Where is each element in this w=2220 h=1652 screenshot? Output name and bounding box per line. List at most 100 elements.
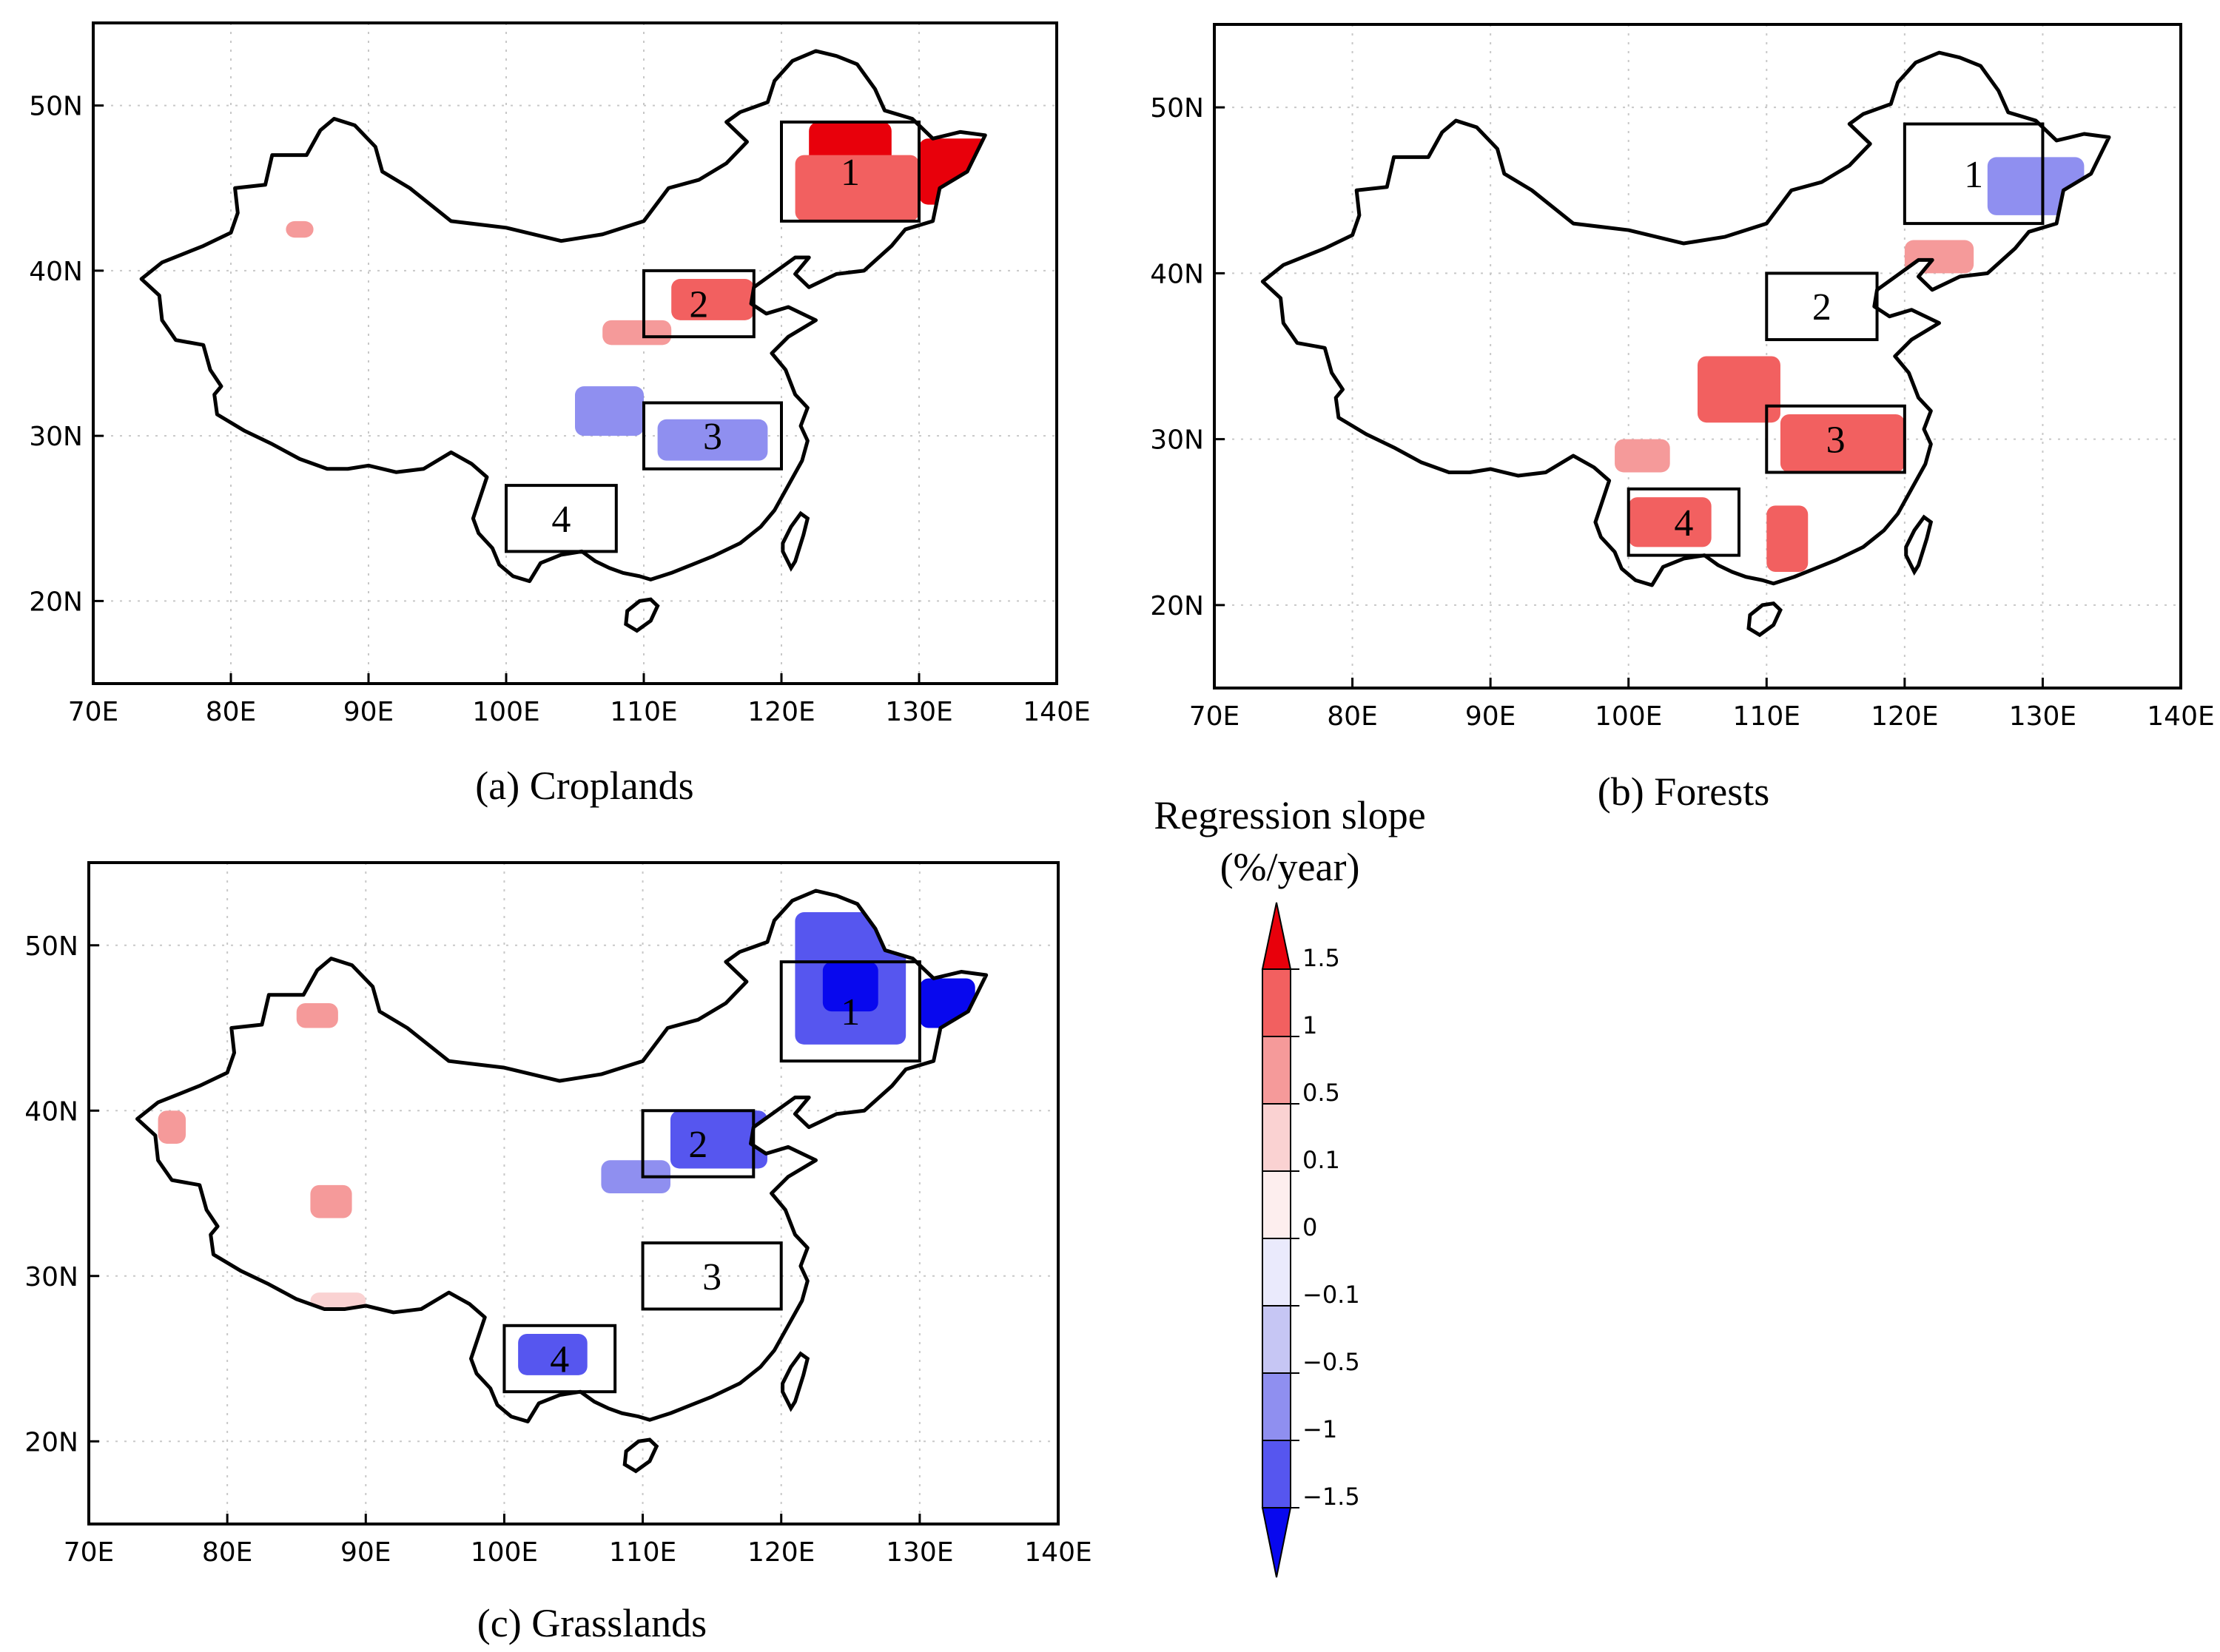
slope-patch: [310, 1292, 366, 1309]
x-tick-label: 70E: [64, 1537, 115, 1568]
region-box-label: 3: [702, 1256, 722, 1298]
slope-patch: [601, 1160, 670, 1193]
hainan-border: [624, 597, 660, 633]
panel-forests: 1 2 3 4 70E 80E 90E 100E 110E 120E 130E 140E 50N 40N 3…: [1150, 23, 2215, 732]
colorbar-segment: [1262, 1036, 1291, 1105]
colorbar-label: 0: [1302, 1213, 1317, 1241]
region-box-label: 4: [551, 499, 571, 541]
colorbar-label: 0.5: [1302, 1079, 1340, 1107]
panel-grasslands: 1 2 3 4 70E 80E 90E 100E 110E 120E 130E 140E 50N 40N 3…: [24, 861, 1092, 1568]
slope-patch: [296, 1002, 338, 1028]
x-tick-label: 100E: [472, 697, 539, 727]
colorbar-label: −0.5: [1302, 1348, 1360, 1376]
x-tick-label: 140E: [2147, 701, 2214, 732]
colorbar-label: 1.5: [1302, 944, 1340, 972]
x-tick-label: 130E: [886, 1537, 953, 1568]
region-box: [1765, 404, 1906, 474]
y-tick-label: 30N: [29, 422, 83, 452]
colorbar-segment: [1262, 1440, 1291, 1508]
region-box: [1903, 122, 2045, 226]
map-frame-bg: [93, 23, 1057, 684]
region-box-label: 3: [703, 416, 722, 458]
y-tick-label: 50N: [24, 931, 78, 962]
colorbar-label: −0.1: [1302, 1281, 1360, 1309]
caption-croplands: (a) Croplands: [475, 763, 693, 808]
slope-patch: [310, 1184, 352, 1218]
colorbar-arrow-top: [1261, 902, 1292, 970]
y-tick-label: 40N: [24, 1096, 78, 1127]
map-frame: [87, 861, 1060, 1525]
region-box: [780, 120, 921, 223]
colorbar-segment: [1262, 1103, 1291, 1172]
china-border: [135, 889, 989, 1423]
region-box-label: 2: [689, 284, 708, 326]
y-tick-label: 50N: [29, 92, 83, 122]
slope-patch: [1766, 505, 1809, 573]
slope-patch: [795, 155, 919, 221]
slope-patch: [671, 279, 754, 320]
colorbar-segment: [1262, 1372, 1291, 1441]
x-tick-label: 110E: [610, 697, 677, 727]
x-tick-label: 120E: [747, 1537, 815, 1568]
region-box-label: 2: [688, 1124, 707, 1166]
slope-patch: [158, 1110, 186, 1144]
region-box-label: 3: [1826, 419, 1846, 462]
colorbar-arrow-bottom: [1261, 1507, 1292, 1578]
slope-patch: [670, 1110, 767, 1169]
x-tick-label: 90E: [340, 1537, 391, 1568]
map-frame: [92, 21, 1058, 685]
map-frame: [1213, 23, 2182, 690]
x-tick-label: 100E: [471, 1537, 538, 1568]
hainan-border: [1746, 601, 1783, 638]
hainan-border: [622, 1437, 659, 1474]
region-box-label: 4: [1674, 502, 1693, 545]
taiwan-border: [781, 1351, 810, 1412]
region-box-label: 1: [1964, 154, 1983, 196]
region-box-label: 4: [550, 1339, 569, 1381]
y-tick-label: 20N: [1150, 591, 1204, 621]
colorbar-label: 1: [1302, 1011, 1317, 1039]
slope-patches: [158, 912, 975, 1375]
region-box: [1765, 272, 1879, 342]
slope-patch: [602, 320, 672, 345]
x-tick-label: 140E: [1023, 697, 1090, 727]
x-tick-label: 130E: [885, 697, 952, 727]
x-tick-label: 70E: [68, 697, 119, 727]
slope-patch: [575, 386, 644, 436]
x-tick-label: 70E: [1189, 701, 1240, 732]
slope-patches: [286, 121, 986, 461]
x-tick-label: 110E: [1733, 701, 1800, 732]
colorbar-label: −1: [1302, 1415, 1337, 1443]
taiwan-border: [781, 510, 810, 572]
slope-patch: [1628, 497, 1712, 547]
colorbar-title-line2: (%/year): [1220, 845, 1360, 889]
china-border: [139, 49, 987, 584]
region-box-label: 1: [841, 152, 860, 194]
colorbar-segment: [1262, 1170, 1291, 1239]
colorbar-label: 0.1: [1302, 1146, 1340, 1174]
region-box: [505, 484, 618, 553]
x-tick-label: 100E: [1595, 701, 1662, 732]
region-box: [642, 401, 783, 471]
x-tick-label: 120E: [747, 697, 815, 727]
x-tick-label: 120E: [1871, 701, 1938, 732]
colorbar-title-line1: Regression slope: [1154, 793, 1425, 837]
taiwan-border: [1904, 514, 1934, 576]
colorbar: Regression slope (%/year) 1.5 1 0.5 0.1 0 −0.…: [1154, 793, 1426, 1578]
x-tick-label: 130E: [2009, 701, 2076, 732]
y-tick-label: 40N: [1150, 259, 1204, 289]
colorbar-label: −1.5: [1302, 1483, 1360, 1511]
china-border: [1260, 50, 2111, 587]
colorbar-segment: [1262, 1238, 1291, 1307]
region-box: [642, 269, 756, 339]
region-box-label: 2: [1812, 286, 1832, 328]
colorbar-segment: [1262, 968, 1291, 1037]
slope-patch: [286, 220, 314, 238]
panel-croplands: 1 2 3 4 70E 80E 90E 100E 110E 120E 130E 140E 50N 40N 3…: [29, 21, 1091, 727]
caption-forests: (b) Forests: [1598, 769, 1769, 814]
slope-patch: [822, 962, 878, 1012]
region-box: [1627, 487, 1740, 557]
x-tick-label: 140E: [1024, 1537, 1092, 1568]
x-tick-label: 80E: [202, 1537, 253, 1568]
